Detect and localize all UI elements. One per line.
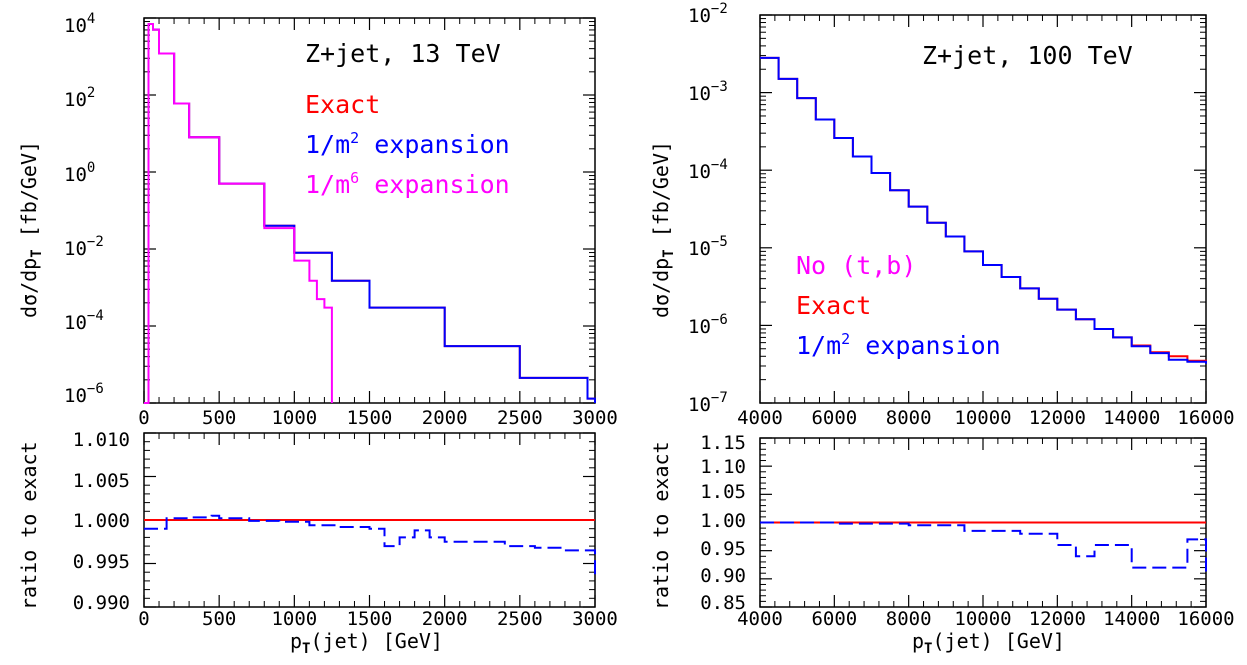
- legend-entry-m2: 1/m2 expansion: [305, 129, 510, 159]
- x-tick-label: 10000: [954, 407, 1011, 429]
- curves: [144, 23, 596, 404]
- legend-entry-m6: 1/m6 expansion: [305, 169, 510, 199]
- x-tick-label: 1000: [271, 407, 317, 429]
- x-tick-label: 0: [138, 608, 149, 630]
- x-tick-label: 14000: [1103, 407, 1160, 429]
- x-tick-label: 3000: [572, 407, 618, 429]
- x-tick-label: 16000: [1177, 407, 1234, 429]
- x-tick-label: 500: [202, 407, 236, 429]
- x-tick-label: 3000: [572, 608, 618, 630]
- y-tick-label: 10−6: [64, 381, 104, 407]
- plot-frame: [143, 17, 596, 404]
- series-line-exact: [144, 23, 596, 404]
- x-tick-label: 4000: [737, 608, 783, 630]
- panel-main-left: 104 102 100 10−2 10−4 10−6 dσ/dpT [fb/Ge…: [17, 11, 618, 429]
- y-tick-label: 10−5: [688, 234, 728, 260]
- annotation: Z+jet, 13 TeV: [305, 39, 501, 68]
- legend-entry-exact: Exact: [796, 291, 871, 320]
- x-tick-label: 1500: [347, 608, 393, 630]
- y-axis-label: ratio to exact: [17, 441, 41, 610]
- y-tick-label: 1.000: [73, 510, 130, 532]
- y-tick-label: 102: [64, 85, 95, 111]
- legend-entry-exact: Exact: [305, 90, 380, 119]
- x-tick-label: 6000: [811, 407, 857, 429]
- curves: [144, 514, 596, 577]
- x-tick-label: 2500: [497, 608, 543, 630]
- y-tick-label: 1.005: [73, 470, 130, 492]
- x-axis-label: pT(jet) [GeV]: [290, 629, 443, 657]
- tick-marks: [143, 17, 596, 404]
- y-tick-label: 0.990: [73, 592, 130, 614]
- x-tick-label: 10000: [954, 608, 1011, 630]
- annotation: Z+jet, 100 TeV: [922, 41, 1133, 70]
- series-line-m2: [760, 521, 1207, 574]
- y-tick-label: 0.90: [700, 565, 746, 587]
- y-tick-label: 10−7: [688, 390, 728, 416]
- panel-main-right: 10−2 10−3 10−4 10−5 10−6 10−7 dσ/dpT [fb…: [649, 1, 1235, 429]
- x-tick-label: 500: [202, 608, 236, 630]
- x-tick-label: 12000: [1029, 407, 1086, 429]
- y-tick-label: 100: [64, 160, 95, 186]
- series-line-m6: [144, 23, 333, 404]
- y-tick-label: 10−2: [64, 234, 104, 260]
- y-tick-label: 10−4: [688, 157, 728, 183]
- y-tick-label: 10−4: [64, 308, 104, 334]
- x-tick-label: 6000: [811, 608, 857, 630]
- curves: [760, 521, 1207, 574]
- y-axis-label: ratio to exact: [649, 441, 673, 610]
- y-tick-label: 10−6: [688, 312, 728, 338]
- y-axis-label: dσ/dpT [fb/GeV]: [17, 141, 45, 318]
- series-line-m2: [144, 514, 596, 577]
- y-tick-label: 0.995: [73, 551, 130, 573]
- x-tick-label: 0: [138, 407, 149, 429]
- x-tick-label: 2000: [422, 608, 468, 630]
- panel-ratio-left: 1.010 1.005 1.000 0.995 0.990 ratio to e…: [17, 429, 618, 657]
- y-axis-label: dσ/dpT [fb/GeV]: [649, 141, 677, 318]
- x-tick-label: 2000: [422, 407, 468, 429]
- x-tick-label: 16000: [1177, 608, 1234, 630]
- legend-entry-not: No (t,b): [796, 251, 916, 280]
- x-tick-label: 2500: [497, 407, 543, 429]
- x-tick-label: 12000: [1029, 608, 1086, 630]
- x-tick-label: 8000: [886, 407, 932, 429]
- y-tick-label: 1.10: [700, 456, 746, 478]
- x-tick-label: 4000: [737, 407, 783, 429]
- x-tick-label: 1000: [271, 608, 317, 630]
- x-tick-labels: 0 500 1000 1500 2000 2500 3000: [138, 608, 618, 630]
- y-tick-label: 10−3: [688, 79, 728, 105]
- y-tick-label: 10−2: [688, 1, 728, 27]
- y-tick-label: 1.05: [700, 481, 746, 503]
- y-tick-label: 1.15: [700, 432, 746, 454]
- legend-entry-m2: 1/m2 expansion: [796, 330, 1001, 360]
- panel-ratio-right: 1.15 1.10 1.05 1.00 0.95 0.90 0.85 ratio…: [649, 432, 1235, 657]
- x-tick-label: 14000: [1103, 608, 1160, 630]
- tick-marks: [759, 437, 1207, 608]
- x-tick-label: 8000: [886, 608, 932, 630]
- y-tick-label: 104: [64, 11, 95, 37]
- x-tick-label: 1500: [347, 407, 393, 429]
- tick-marks: [759, 14, 1207, 404]
- y-tick-label: 1.00: [700, 510, 746, 532]
- y-tick-label: 0.85: [700, 592, 746, 614]
- x-tick-labels: 4000 6000 8000 10000 12000 14000 16000: [737, 608, 1234, 630]
- curves: [760, 56, 1207, 364]
- series-line-m2: [760, 56, 1207, 364]
- y-tick-label: 1.010: [73, 429, 130, 451]
- tick-marks: [143, 432, 596, 608]
- x-axis-label: pT(jet) [GeV]: [912, 629, 1065, 657]
- y-tick-label: 0.95: [700, 538, 746, 560]
- series-line-m2: [144, 23, 596, 404]
